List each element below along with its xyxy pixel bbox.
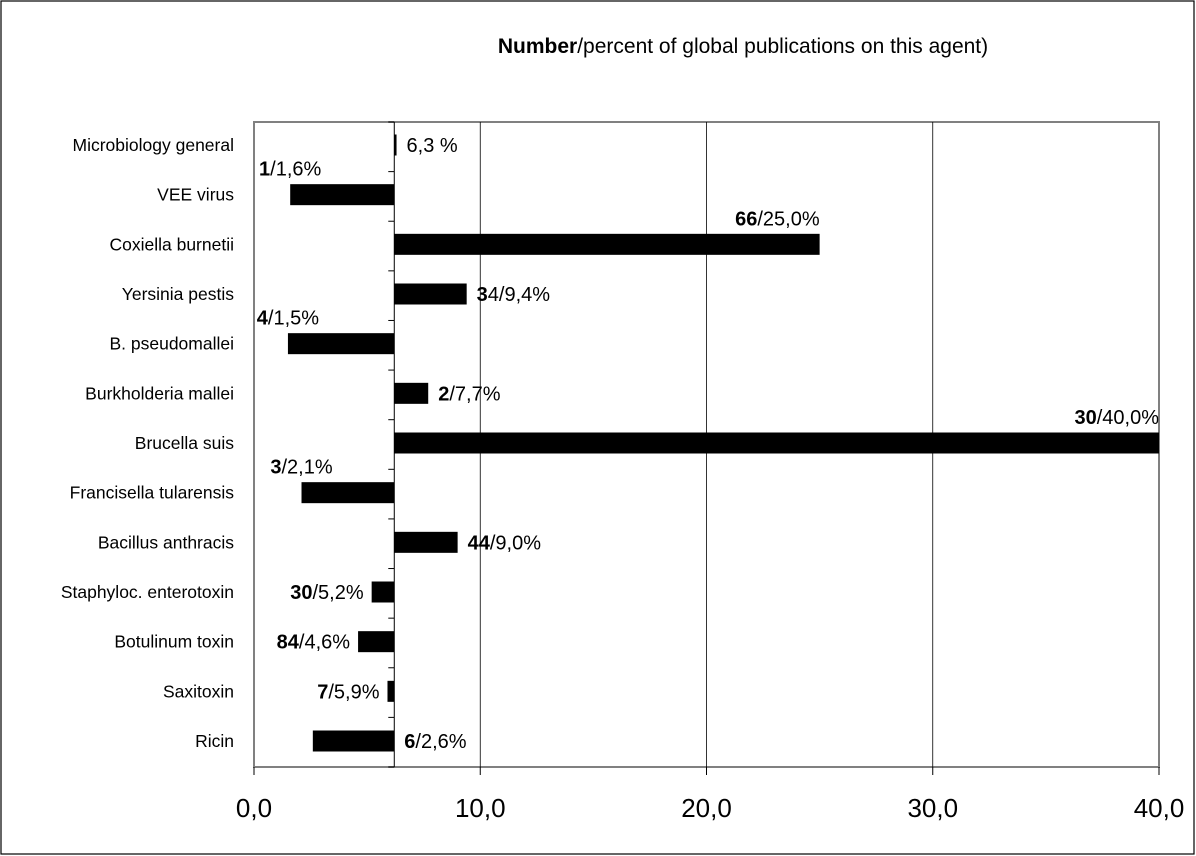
category-label: Burkholderia mallei	[85, 383, 234, 403]
data-label: 2/7,7%	[438, 383, 500, 405]
chart-title-rest: /percent of global publications on this …	[577, 35, 988, 58]
category-labels: Microbiology general VEE virus Coxiella bu…	[61, 135, 234, 751]
x-tick-label: 40,0	[1134, 793, 1185, 823]
data-label: 3/2,1%	[270, 457, 332, 479]
category-label: Brucella suis	[135, 433, 234, 453]
category-label: Staphyloc. enterotoxin	[61, 582, 234, 602]
data-label: 1/1,6%	[259, 159, 321, 181]
data-label: 30/5,2%	[290, 582, 364, 604]
category-label: B. pseudomallei	[109, 334, 234, 354]
data-label: 30/40,0%	[1074, 407, 1159, 429]
axis	[253, 121, 1160, 775]
x-axis-tick-labels: 0,0 10,0 20,0 30,0 40,0	[236, 793, 1184, 823]
x-tick-label: 0,0	[236, 793, 272, 823]
data-label: 6/2,6%	[404, 731, 466, 753]
bar	[287, 333, 395, 355]
chart-title: Number/percent of global publications on…	[498, 35, 988, 58]
bars	[287, 134, 1159, 752]
bar	[394, 531, 458, 553]
bar	[371, 581, 395, 603]
data-label: 4/1,5%	[257, 308, 319, 330]
x-tick-label: 10,0	[455, 793, 506, 823]
category-label: Saxitoxin	[163, 681, 234, 701]
data-label: 34/9,4%	[477, 284, 551, 306]
bar	[394, 134, 397, 156]
category-label: VEE virus	[157, 185, 234, 205]
bar	[358, 631, 395, 653]
bar	[394, 432, 1159, 454]
category-label: Francisella tularensis	[70, 483, 235, 503]
bar	[394, 233, 820, 255]
category-label: Coxiella burnetii	[109, 234, 234, 254]
bar	[394, 382, 429, 404]
bar	[387, 680, 395, 702]
bar	[394, 283, 467, 305]
bar	[312, 730, 395, 752]
data-labels: 6,3 % 1/1,6% 66/25,0% 34/9,4% 4/1,5% 2/7,7% 30…	[257, 135, 1159, 753]
data-label: 84/4,6%	[277, 632, 351, 654]
data-label: 66/25,0%	[735, 208, 820, 230]
category-label: Botulinum toxin	[114, 632, 234, 652]
bar	[301, 482, 395, 504]
category-label: Microbiology general	[73, 135, 234, 155]
x-tick-label: 20,0	[681, 793, 732, 823]
data-label: 6,3 %	[407, 135, 458, 157]
data-label: 44/9,0%	[468, 532, 542, 554]
category-label: Bacillus anthracis	[98, 532, 234, 552]
category-label: Ricin	[195, 731, 234, 751]
data-label: 7/5,9%	[317, 681, 379, 703]
chart-title-bold: Number	[498, 35, 577, 58]
x-tick-label: 30,0	[907, 793, 958, 823]
bar	[290, 184, 395, 206]
category-label: Yersinia pestis	[122, 284, 234, 304]
